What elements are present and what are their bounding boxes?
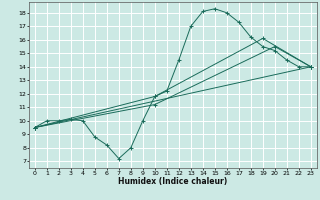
X-axis label: Humidex (Indice chaleur): Humidex (Indice chaleur) <box>118 177 228 186</box>
